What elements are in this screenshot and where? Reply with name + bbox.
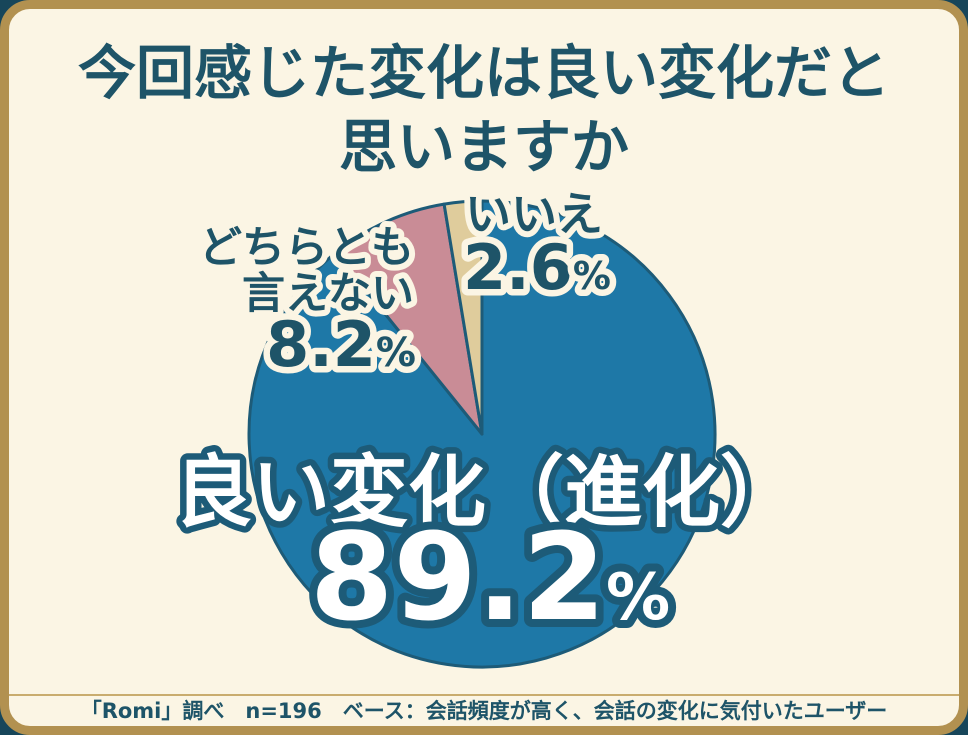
footer-source-note: 「Romi」調べ n=196 ベース：会話頻度が高く、会話の変化に気付いたユーザ…	[80, 699, 888, 723]
callout-no-percent-sign: %	[573, 254, 611, 298]
callout-neutral-label-line1: どちらとも	[199, 223, 414, 273]
callout-good-value-number: 89.2	[310, 509, 606, 648]
chart-title: 今回感じた変化は良い変化だと 思いますか	[0, 36, 968, 184]
callout-no-value-number: 2.6	[463, 231, 573, 304]
pie-slice-1	[334, 202, 484, 436]
callout-neutral-percent-sign: %	[376, 330, 416, 376]
callout-good-name: 良い変化（進化）	[174, 448, 798, 538]
callout-no-label: いいえ	[465, 187, 603, 241]
callout-neutral-value-number: 8.2	[266, 308, 376, 381]
callout-neutral-name-line1: どちらとも	[199, 223, 414, 273]
callout-good-value: 89.2%	[310, 509, 670, 648]
pie-slice-2	[442, 199, 484, 436]
footer-divider	[9, 694, 959, 696]
callout-neutral-label-line2: 言えない	[242, 269, 414, 319]
callout-good-label: 良い変化（進化）	[174, 448, 798, 538]
callout-good-percent-sign: %	[606, 561, 670, 635]
callout-neutral-value: 8.2%	[266, 308, 416, 381]
pie-slices	[247, 199, 717, 669]
callout-neutral-name-line2: 言えない	[242, 269, 414, 319]
callout-no-value: 2.6%	[463, 231, 611, 304]
chart-title-line2: 思いますか	[338, 113, 629, 181]
callout-no-name: いいえ	[465, 187, 603, 241]
chart-title-line1: 今回感じた変化は良い変化だと	[77, 39, 890, 107]
